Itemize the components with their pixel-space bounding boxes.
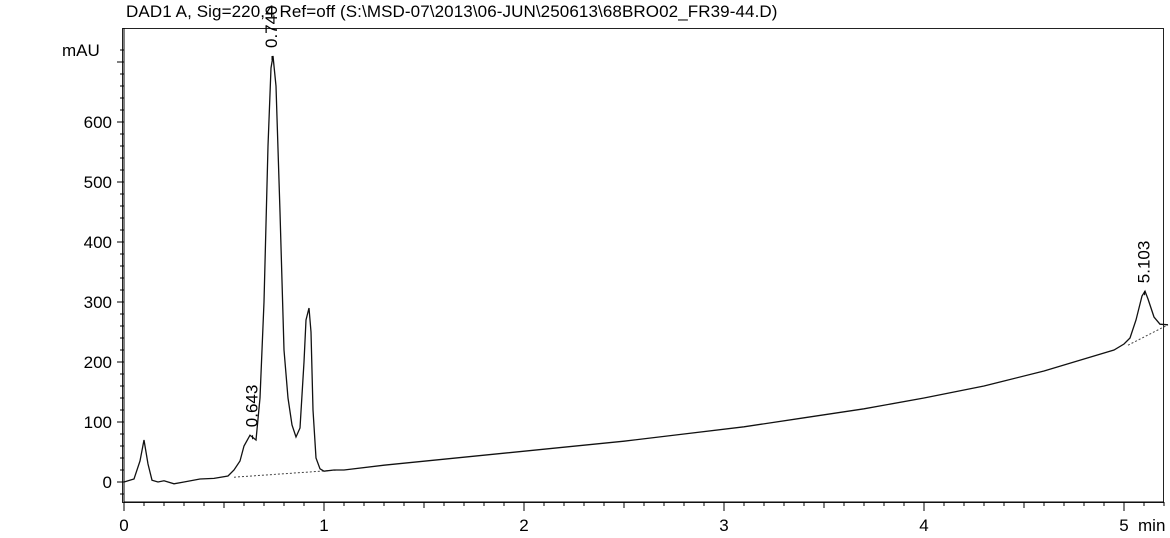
y-tick-label: 600 [84, 113, 112, 132]
x-tick-label: 2 [519, 516, 528, 535]
x-tick-label: 0 [119, 516, 128, 535]
peak-label: 0.740 [262, 5, 281, 48]
y-tick-label: 300 [84, 293, 112, 312]
integration-baseline [1127, 324, 1169, 346]
peak-labels: 0.643 0.740 5.103 [243, 5, 1154, 440]
peak-label: 5.103 [1135, 241, 1154, 284]
peak-label: 0.643 [243, 385, 262, 428]
axes: 0 100 200 300 400 500 600 0 1 2 3 4 5 [84, 28, 1165, 535]
signal-trace [123, 55, 1169, 485]
plot-frame [122, 28, 1164, 503]
chart-title: DAD1 A, Sig=220,4 Ref=off (S:\MSD-07\201… [126, 2, 778, 21]
x-tick-label: 1 [319, 516, 328, 535]
y-tick-label: 0 [103, 473, 112, 492]
x-tick-label: 3 [719, 516, 728, 535]
x-tick-label: 4 [919, 516, 928, 535]
x-tick-label: 5 [1119, 516, 1128, 535]
y-axis-label: mAU [62, 41, 100, 60]
y-tick-label: 100 [84, 413, 112, 432]
y-tick-label: 200 [84, 353, 112, 372]
y-tick-label: 400 [84, 233, 112, 252]
y-tick-label: 500 [84, 173, 112, 192]
integration-baseline [233, 469, 339, 478]
baselines [233, 324, 1169, 478]
x-axis-label: min [1138, 516, 1165, 535]
